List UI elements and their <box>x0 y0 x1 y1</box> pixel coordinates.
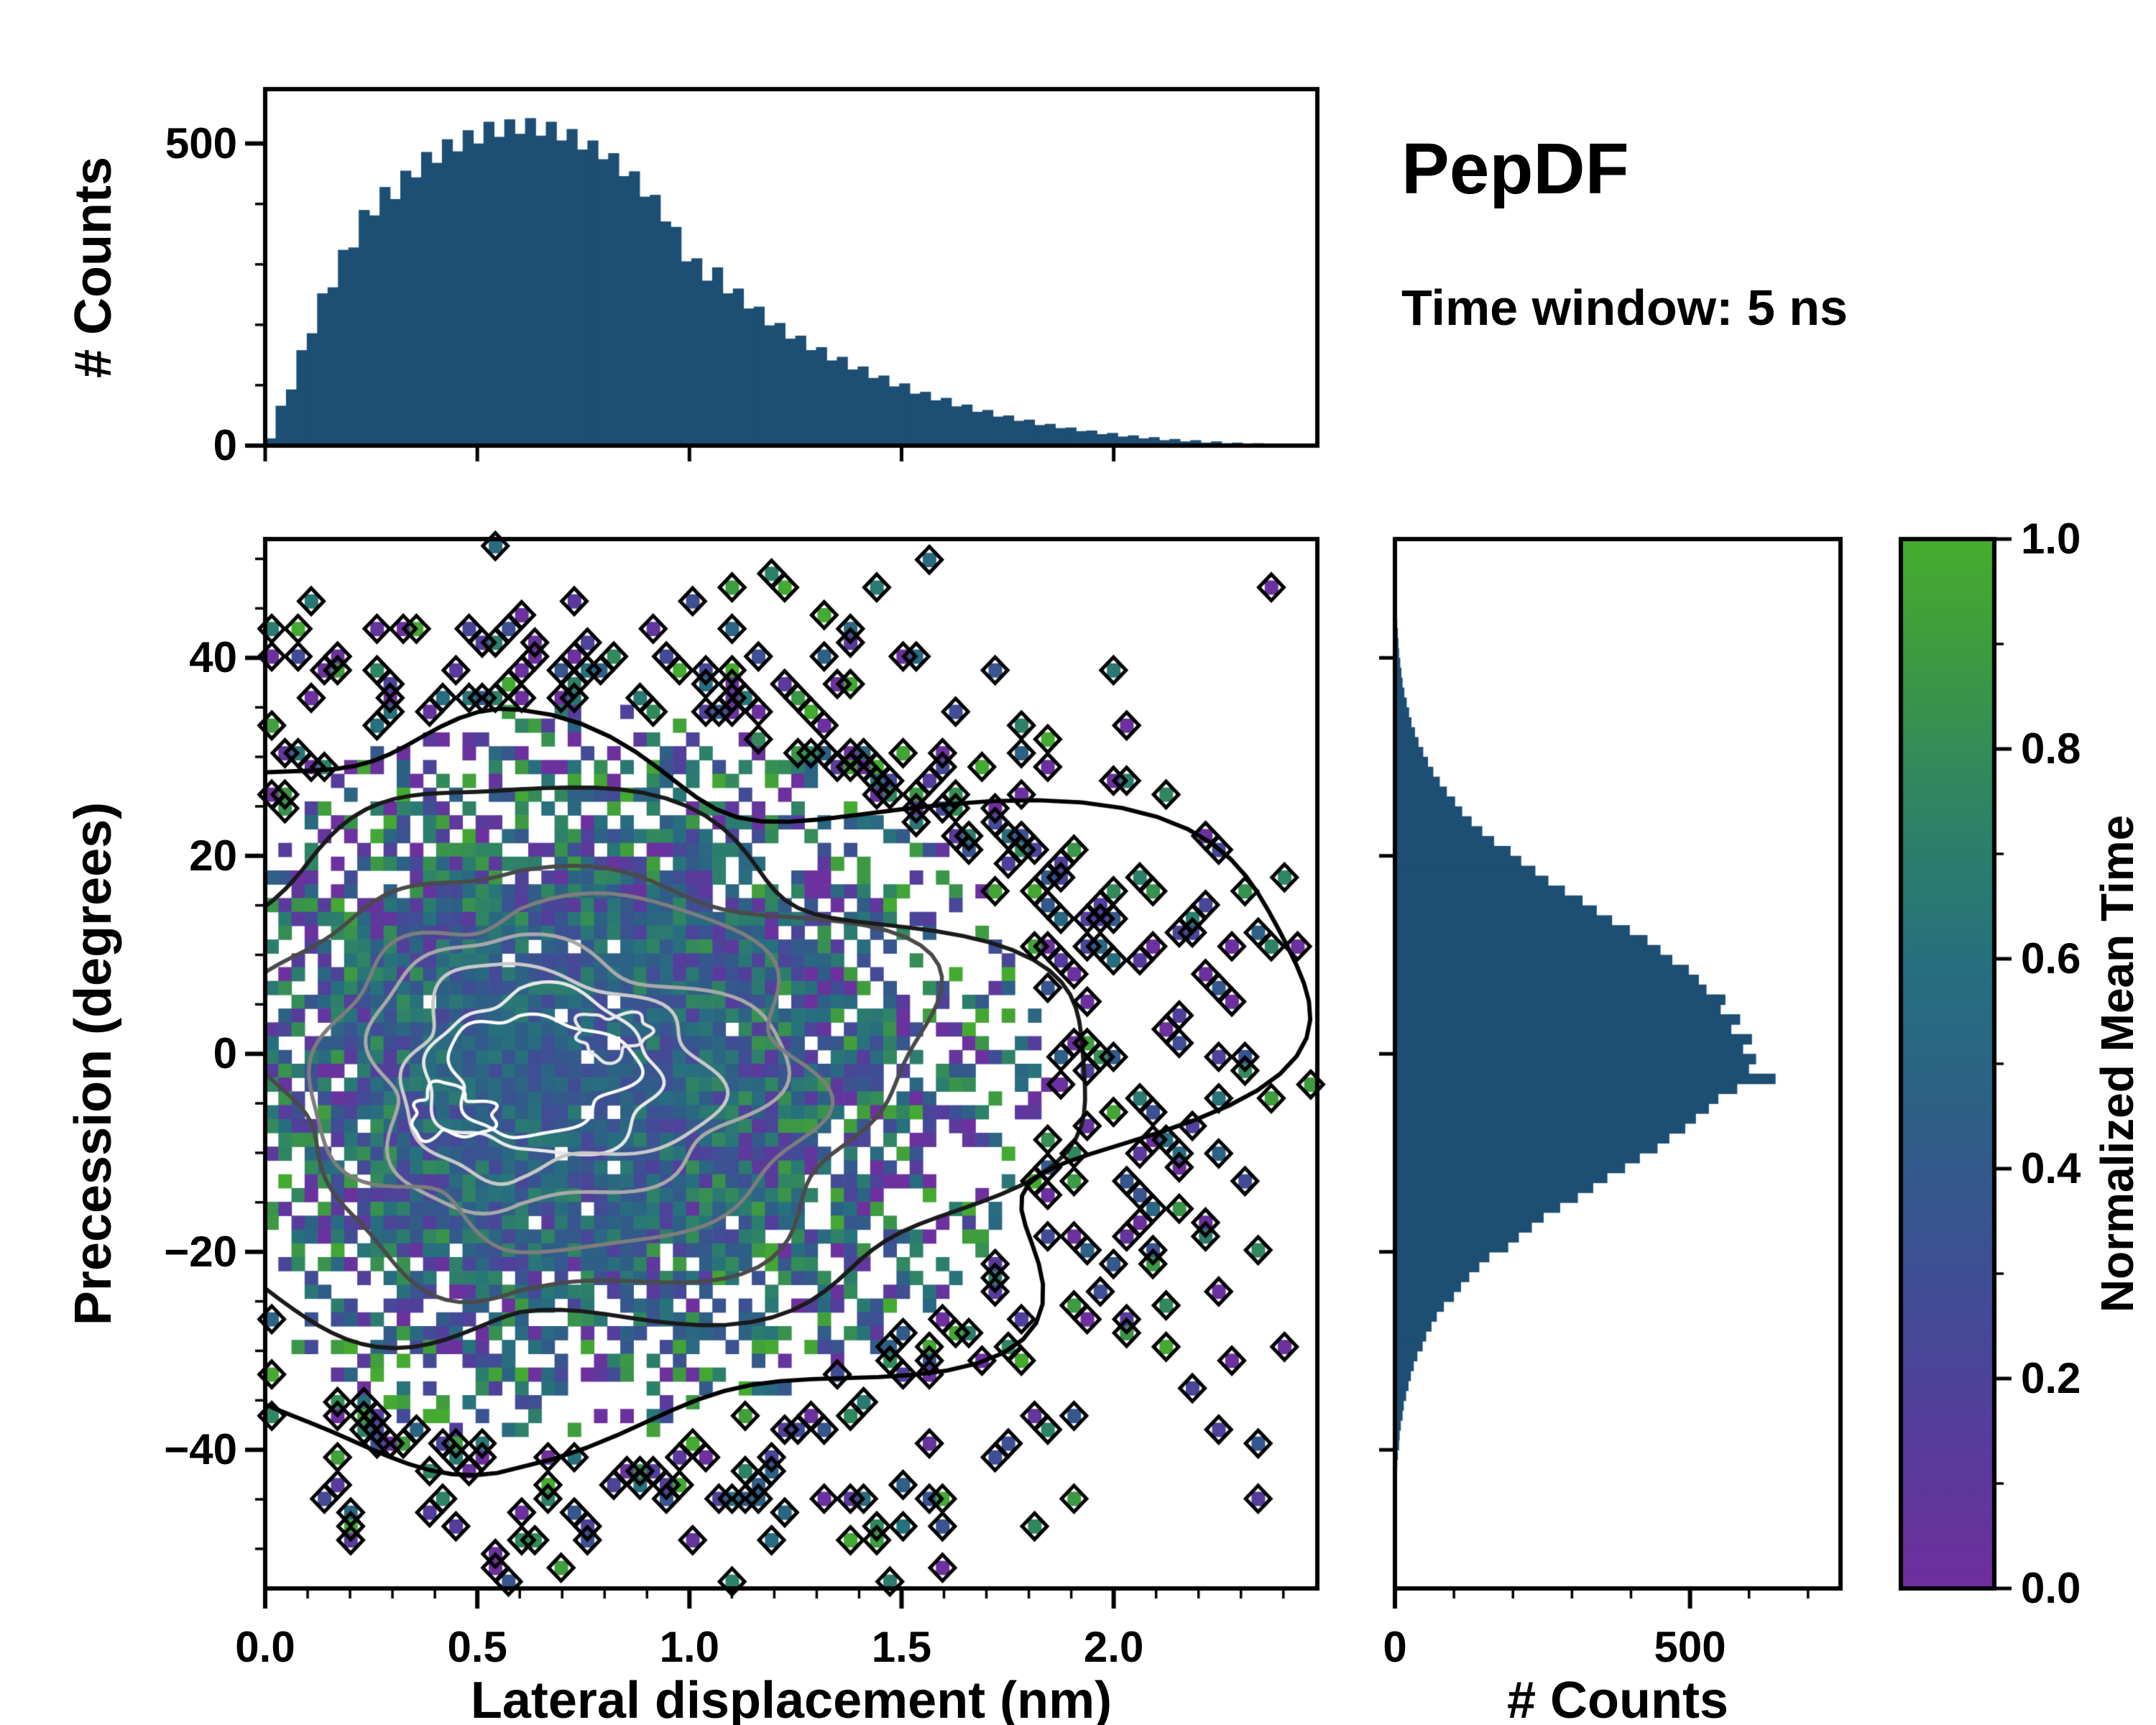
figure-subtitle: Time window: 5 ns <box>1401 280 1848 336</box>
figure-title: PepDF <box>1401 129 1629 209</box>
tick-label: 0.8 <box>2021 724 2081 773</box>
tick-label: 1.0 <box>659 1623 720 1671</box>
tick-label: 0.4 <box>2021 1144 2081 1192</box>
y-axis-label: Precession (degrees) <box>65 801 122 1326</box>
tick-label: 0.6 <box>2021 934 2081 983</box>
tick-label: 0.5 <box>447 1623 507 1671</box>
tick-label: −20 <box>164 1227 237 1276</box>
tick-label: 1.5 <box>871 1623 932 1671</box>
tick-label: 2.0 <box>1083 1623 1144 1671</box>
tick-label: 0 <box>213 421 237 469</box>
tick-label: 500 <box>165 119 237 167</box>
tick-label: 0.0 <box>235 1623 295 1671</box>
tick-label: 500 <box>1654 1623 1726 1671</box>
x-axis-label: Lateral displacement (nm) <box>470 1672 1112 1725</box>
tick-label: 0 <box>213 1029 237 1078</box>
tick-label: −40 <box>164 1425 237 1474</box>
tick-label: 1.0 <box>2021 515 2081 563</box>
tick-label: 0.2 <box>2021 1354 2081 1402</box>
tick-label: 40 <box>189 633 237 682</box>
colorbar-label: Normalized Mean Time <box>2091 814 2143 1313</box>
tick-label: 0 <box>1383 1623 1407 1671</box>
tick-label: 0.0 <box>2021 1564 2081 1612</box>
right-histogram-x-label: # Counts <box>1506 1672 1728 1725</box>
tick-label: 20 <box>189 831 237 880</box>
top-histogram-y-label: # Counts <box>65 156 122 379</box>
